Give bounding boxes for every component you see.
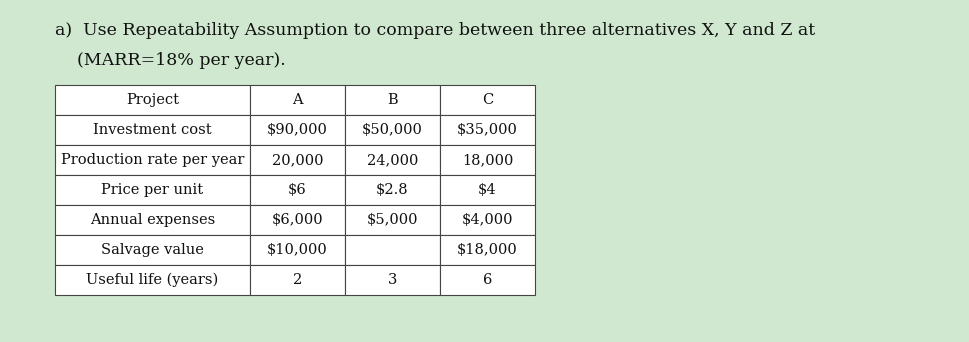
- Text: C: C: [482, 93, 493, 107]
- Bar: [345, 205, 440, 235]
- Bar: [250, 265, 345, 295]
- Bar: [55, 145, 250, 175]
- Text: B: B: [388, 93, 398, 107]
- Bar: [55, 265, 250, 295]
- Bar: [440, 175, 535, 205]
- Text: 18,000: 18,000: [462, 153, 514, 167]
- Bar: [440, 145, 535, 175]
- Text: A: A: [293, 93, 302, 107]
- Bar: [345, 85, 440, 115]
- Text: $2.8: $2.8: [376, 183, 409, 197]
- Text: $6: $6: [288, 183, 307, 197]
- Bar: [55, 235, 250, 265]
- Text: 24,000: 24,000: [367, 153, 419, 167]
- Text: $4: $4: [478, 183, 497, 197]
- Bar: [250, 85, 345, 115]
- Text: $90,000: $90,000: [267, 123, 328, 137]
- Bar: [345, 235, 440, 265]
- Bar: [250, 115, 345, 145]
- Text: Useful life (years): Useful life (years): [86, 273, 219, 287]
- Text: $35,000: $35,000: [457, 123, 518, 137]
- Bar: [345, 175, 440, 205]
- Text: 2: 2: [293, 273, 302, 287]
- Bar: [345, 145, 440, 175]
- Text: Investment cost: Investment cost: [93, 123, 212, 137]
- Bar: [55, 175, 250, 205]
- Text: 6: 6: [483, 273, 492, 287]
- Text: $4,000: $4,000: [462, 213, 514, 227]
- Text: Production rate per year: Production rate per year: [61, 153, 244, 167]
- Text: 3: 3: [388, 273, 397, 287]
- Text: (MARR=18% per year).: (MARR=18% per year).: [55, 52, 286, 69]
- Bar: [440, 85, 535, 115]
- Bar: [250, 175, 345, 205]
- Text: $5,000: $5,000: [366, 213, 419, 227]
- Text: Project: Project: [126, 93, 179, 107]
- Text: $50,000: $50,000: [362, 123, 422, 137]
- Text: 20,000: 20,000: [271, 153, 324, 167]
- Text: Salvage value: Salvage value: [101, 243, 203, 257]
- Bar: [440, 205, 535, 235]
- Bar: [440, 115, 535, 145]
- Bar: [250, 205, 345, 235]
- Bar: [345, 265, 440, 295]
- Bar: [250, 235, 345, 265]
- Bar: [55, 205, 250, 235]
- Text: Price per unit: Price per unit: [102, 183, 203, 197]
- Bar: [345, 115, 440, 145]
- Bar: [440, 235, 535, 265]
- Bar: [55, 85, 250, 115]
- Bar: [55, 115, 250, 145]
- Text: Annual expenses: Annual expenses: [90, 213, 215, 227]
- Bar: [440, 265, 535, 295]
- Bar: [250, 145, 345, 175]
- Text: $6,000: $6,000: [271, 213, 324, 227]
- Text: $18,000: $18,000: [457, 243, 517, 257]
- Text: a)  Use Repeatability Assumption to compare between three alternatives X, Y and : a) Use Repeatability Assumption to compa…: [55, 22, 815, 39]
- Text: $10,000: $10,000: [267, 243, 328, 257]
